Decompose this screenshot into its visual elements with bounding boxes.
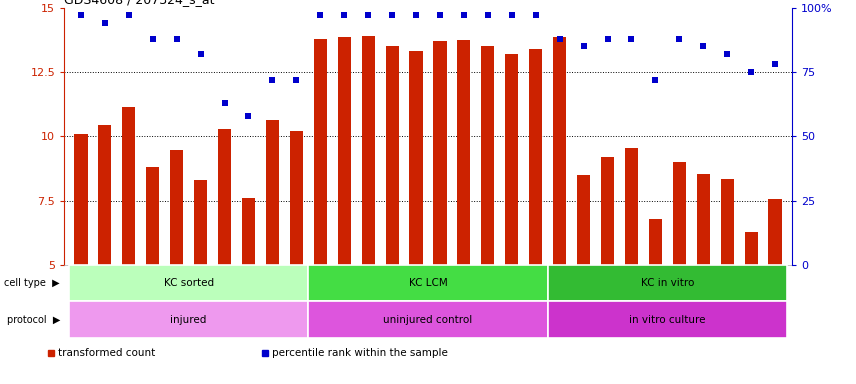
Bar (266, 119, 279, 265)
Bar (553, 37, 566, 265)
Point (457, 12, 471, 18)
Bar (505, 54, 519, 265)
Point (744, 69, 758, 75)
Point (146, 35, 159, 41)
Bar (769, 199, 782, 265)
Point (98, 20, 112, 26)
Point (409, 12, 423, 18)
Point (193, 51, 207, 57)
Bar (242, 198, 255, 265)
Point (361, 12, 375, 18)
Point (385, 12, 399, 18)
Bar (74, 134, 87, 265)
Bar (649, 218, 662, 265)
Bar (218, 129, 231, 265)
Bar (673, 162, 686, 265)
Point (217, 100, 231, 106)
Bar (308, 301, 548, 338)
Bar (98, 125, 111, 265)
Text: KC LCM: KC LCM (408, 278, 448, 288)
Point (313, 12, 327, 18)
Point (697, 43, 710, 50)
Bar (170, 151, 183, 265)
Text: protocol  ▶: protocol ▶ (7, 314, 60, 325)
Point (553, 35, 567, 41)
Bar (577, 175, 590, 265)
Bar (337, 37, 351, 265)
Point (768, 61, 782, 67)
Point (289, 77, 303, 83)
Point (433, 12, 447, 18)
Point (601, 35, 615, 41)
Text: GDS4608 / 207324_s_at: GDS4608 / 207324_s_at (64, 0, 215, 7)
Point (74, 12, 88, 18)
Bar (409, 51, 423, 265)
Bar (745, 232, 758, 265)
Bar (697, 174, 710, 265)
Point (577, 43, 591, 50)
Point (529, 12, 543, 18)
Point (122, 12, 135, 18)
Text: KC sorted: KC sorted (163, 278, 214, 288)
Bar (308, 265, 548, 301)
Bar (122, 107, 135, 265)
Point (481, 12, 495, 18)
Point (265, 77, 279, 83)
Bar (548, 301, 787, 338)
Bar (433, 41, 447, 265)
Point (649, 77, 663, 83)
Text: cell type  ▶: cell type ▶ (4, 278, 60, 288)
Bar (548, 265, 787, 301)
Bar (481, 46, 495, 265)
Text: percentile rank within the sample: percentile rank within the sample (272, 348, 448, 358)
Bar (290, 131, 303, 265)
Point (505, 12, 519, 18)
Bar (385, 46, 399, 265)
Bar (69, 265, 308, 301)
Text: transformed count: transformed count (58, 348, 156, 358)
Bar (146, 167, 159, 265)
Bar (361, 36, 375, 265)
Bar (601, 157, 614, 265)
Bar (721, 179, 734, 265)
Point (673, 35, 687, 41)
Bar (313, 38, 327, 265)
Bar (69, 301, 308, 338)
Bar (625, 148, 638, 265)
Point (625, 35, 639, 41)
Text: in vitro culture: in vitro culture (629, 314, 705, 325)
Point (721, 51, 734, 57)
Bar (194, 180, 207, 265)
Text: KC in vitro: KC in vitro (640, 278, 694, 288)
Bar (529, 49, 543, 265)
Point (337, 12, 351, 18)
Text: uninjured control: uninjured control (383, 314, 473, 325)
Point (169, 35, 183, 41)
Bar (457, 40, 471, 265)
Point (241, 113, 255, 119)
Text: injured: injured (170, 314, 207, 325)
